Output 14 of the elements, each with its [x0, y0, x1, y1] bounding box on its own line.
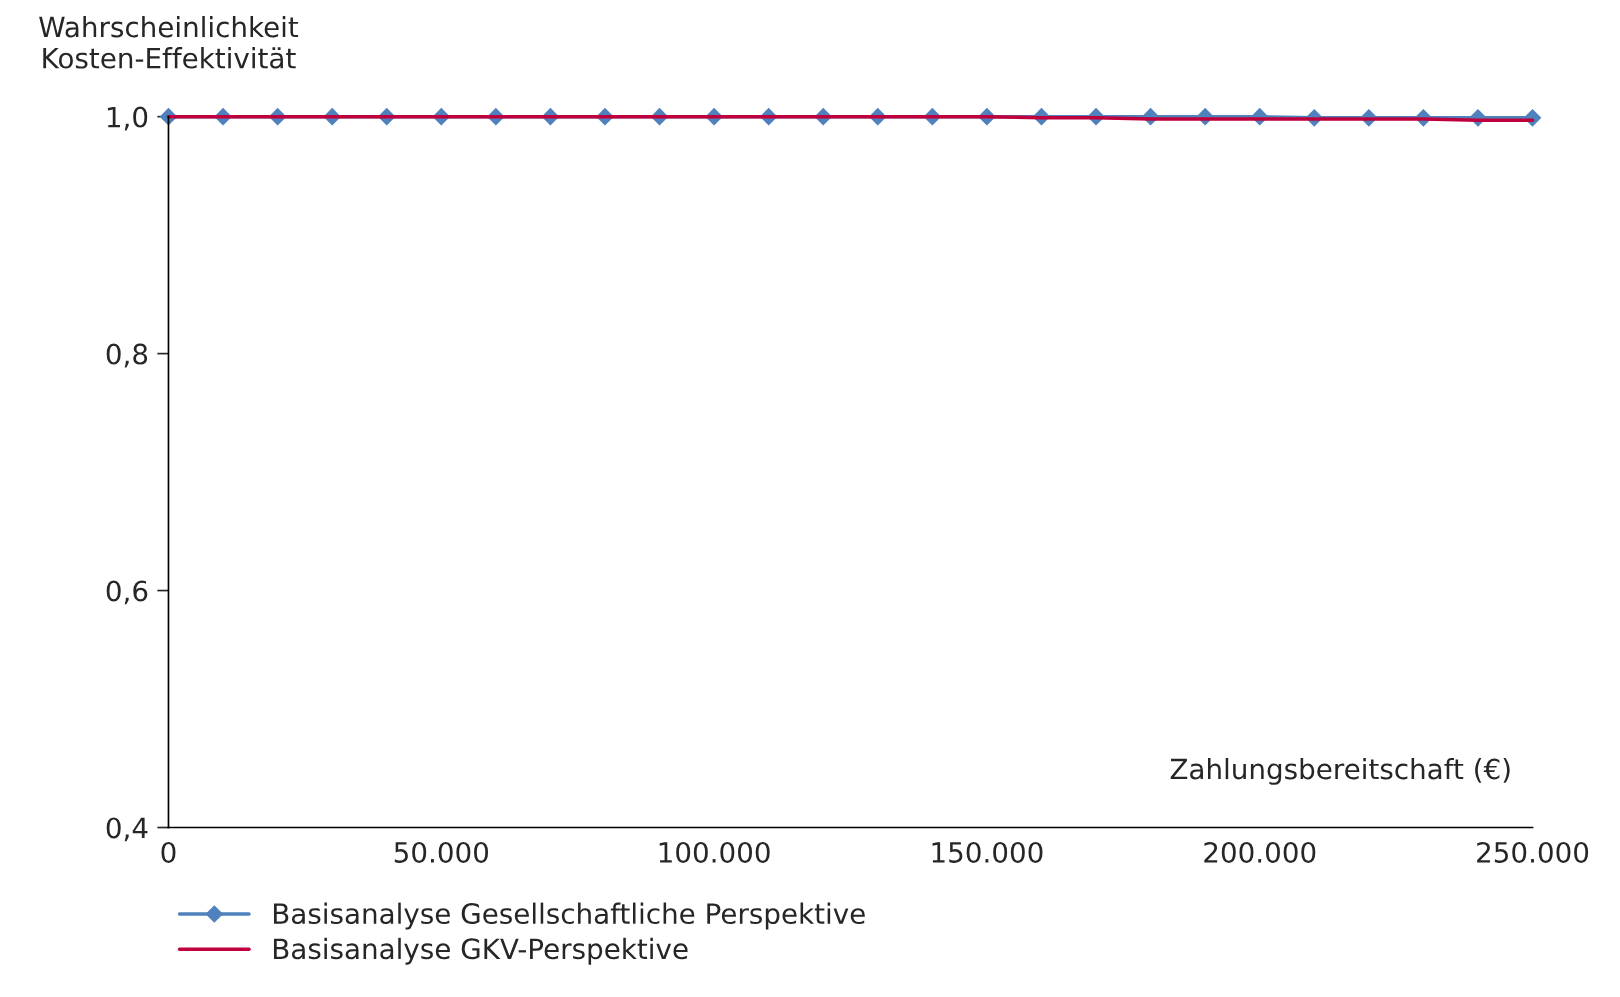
y-tick-label: 0,8	[106, 343, 148, 368]
legend-label: Basisanalyse Gesellschaftliche Perspektive	[273, 902, 865, 930]
x-tick-label: 200.000	[1204, 841, 1316, 863]
legend-label: Basisanalyse GKV-Perspektive	[273, 937, 688, 965]
x-tick-label: 250.000	[1477, 841, 1589, 863]
y-axis-title: Wahrscheinlichkeit Kosten-Effektivität	[39, 16, 299, 69]
x-axis-title: Zahlungsbereitschaft (€)	[1170, 757, 1510, 785]
x-tick-label: 150.000	[932, 841, 1043, 863]
x-tick-label: 0	[161, 841, 176, 863]
y-tick-label: 0,6	[106, 580, 148, 605]
x-tick-label: 100.000	[659, 841, 770, 863]
y-tick-label: 0,4	[106, 817, 148, 842]
y-tick-label: 1,0	[107, 106, 148, 131]
x-tick-label: 50.000	[394, 841, 489, 863]
